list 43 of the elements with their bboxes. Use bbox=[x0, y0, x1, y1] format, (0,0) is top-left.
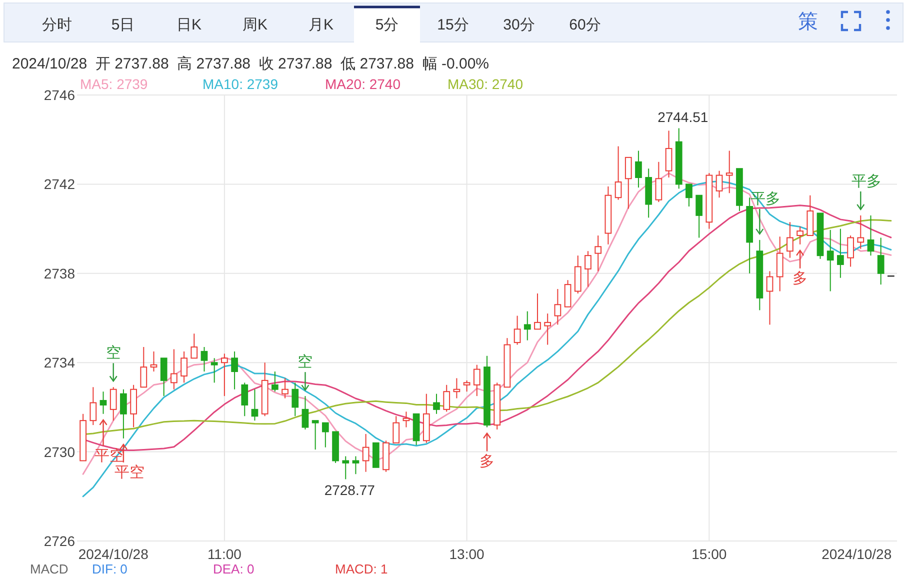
tab-label: 日K bbox=[176, 16, 202, 34]
annotation: 空 bbox=[106, 344, 121, 382]
xtick: 15:00 bbox=[692, 546, 727, 562]
value-label: 2744.51 bbox=[658, 109, 708, 126]
annotation: 空 bbox=[298, 354, 313, 392]
annotation: 多 bbox=[480, 432, 494, 470]
annotation: 多 bbox=[480, 452, 494, 470]
button-label: 策 bbox=[798, 11, 818, 33]
ytick: 2738 bbox=[44, 265, 75, 282]
indicator: MACD bbox=[30, 562, 68, 576]
ytick: 2746 bbox=[44, 87, 75, 103]
annotation: 多 bbox=[792, 249, 808, 287]
ytick: 2742 bbox=[44, 176, 75, 192]
xtick: 11:00 bbox=[207, 546, 242, 562]
indicator: DIF: 0 bbox=[92, 562, 128, 576]
value-label: 2728.77 bbox=[324, 482, 375, 498]
ytick: 2730 bbox=[44, 444, 75, 460]
annotation: 空 bbox=[298, 354, 313, 371]
ytick: 2734 bbox=[44, 354, 75, 371]
tab-label: 5日 bbox=[111, 16, 135, 34]
legend-item: MA10: 2739 bbox=[202, 76, 278, 92]
indicator: DEA: 0 bbox=[213, 562, 254, 576]
ytick: 2726 bbox=[44, 533, 75, 549]
tab-label: 月K bbox=[308, 16, 334, 34]
tab-label: 15分 bbox=[437, 16, 469, 34]
indicator: MACD: 1 bbox=[335, 562, 388, 576]
xtick: 2024/10/28 bbox=[78, 546, 148, 562]
xtick: 13:00 bbox=[449, 546, 484, 562]
tab-label: 5分 bbox=[375, 16, 399, 34]
annotation: 空 bbox=[106, 344, 121, 362]
xtick: 2024/10/28 bbox=[822, 546, 892, 562]
annotation: 多 bbox=[792, 270, 808, 287]
tab-label: 分时 bbox=[42, 16, 72, 34]
subtitle: 2024/10/28 开 2737.88 高 2737.88 收 2737.88 低 2737.88 幅 -0.00% bbox=[12, 56, 489, 72]
tab-label: 60分 bbox=[569, 16, 601, 34]
legend-item: MA20: 2740 bbox=[325, 76, 400, 92]
annotation: 平空 bbox=[114, 464, 144, 481]
legend-item: MA5: 2739 bbox=[80, 76, 148, 92]
tab-label: 30分 bbox=[503, 16, 535, 34]
legend-item: MA30: 2740 bbox=[448, 76, 523, 92]
annotation: 平多 bbox=[852, 172, 882, 190]
annotation: 平多 bbox=[852, 172, 882, 210]
tab-label: 周K bbox=[242, 16, 268, 34]
